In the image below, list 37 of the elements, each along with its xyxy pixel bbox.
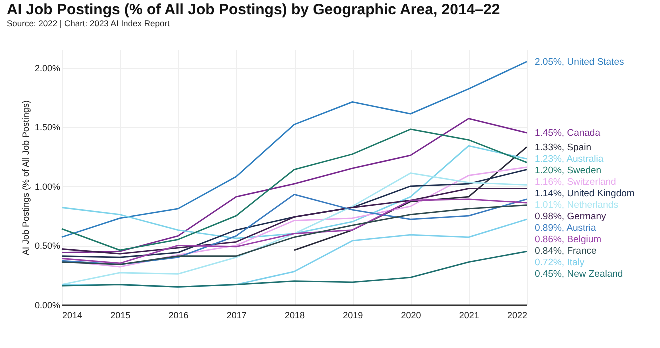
- x-tick-label: 2014: [62, 310, 83, 320]
- line-series: [61, 250, 528, 288]
- text: 1.14%, United Kingdom: [535, 188, 635, 200]
- text: 0.86%, Belgium: [535, 234, 602, 246]
- text: 1.23%, Australia: [535, 154, 604, 166]
- text: 0.72%, Italy: [535, 258, 585, 269]
- y-axis-title: AI Job Postings (% of All Job Postings): [20, 100, 31, 256]
- y-tick-label: 0.50%: [34, 241, 60, 252]
- x-tick-label: 2018: [284, 310, 306, 320]
- text: 1.20%, Sweden: [535, 166, 602, 177]
- x-tick-label: 2015: [110, 310, 131, 320]
- x-tick-label: 2021: [459, 310, 480, 320]
- text: 1.33%, Spain: [535, 142, 592, 154]
- x-tick-label: 2022: [507, 310, 528, 320]
- text: 0.89%, Austria: [535, 223, 596, 234]
- text: 0.98%, Germany: [535, 212, 606, 223]
- x-tick-label: 2017: [226, 310, 247, 320]
- text: 1.16%, Switzerland: [535, 177, 616, 188]
- x-tick-label: 2020: [401, 310, 422, 320]
- y-tick-label: 1.00%: [34, 182, 60, 192]
- chart-subtitle: Source: 2022 | Chart: 2023 AI Index Report: [7, 18, 171, 28]
- text: 0.45%, New Zealand: [535, 269, 624, 280]
- text: 1.45%, Canada: [535, 128, 600, 140]
- x-tick-label: 2016: [168, 310, 189, 320]
- chart-title: AI Job Postings (% of All Job Postings) by Geographic Area, 2014–22: [7, 2, 500, 18]
- y-tick-label: 1.50%: [34, 122, 60, 133]
- text: 0.84%, France: [535, 246, 597, 258]
- y-tick-label: 0.00%: [34, 300, 60, 310]
- line-series: [61, 145, 528, 240]
- x-tick-label: 2019: [343, 310, 364, 320]
- y-tick-label: 2.00%: [34, 63, 60, 74]
- line-series: [61, 172, 528, 286]
- line-series: [294, 146, 528, 252]
- line-series: [61, 188, 528, 255]
- line-series: [61, 61, 528, 238]
- text: 2.05%, United States: [535, 56, 624, 68]
- text: 1.01%, Netherlands: [535, 200, 618, 212]
